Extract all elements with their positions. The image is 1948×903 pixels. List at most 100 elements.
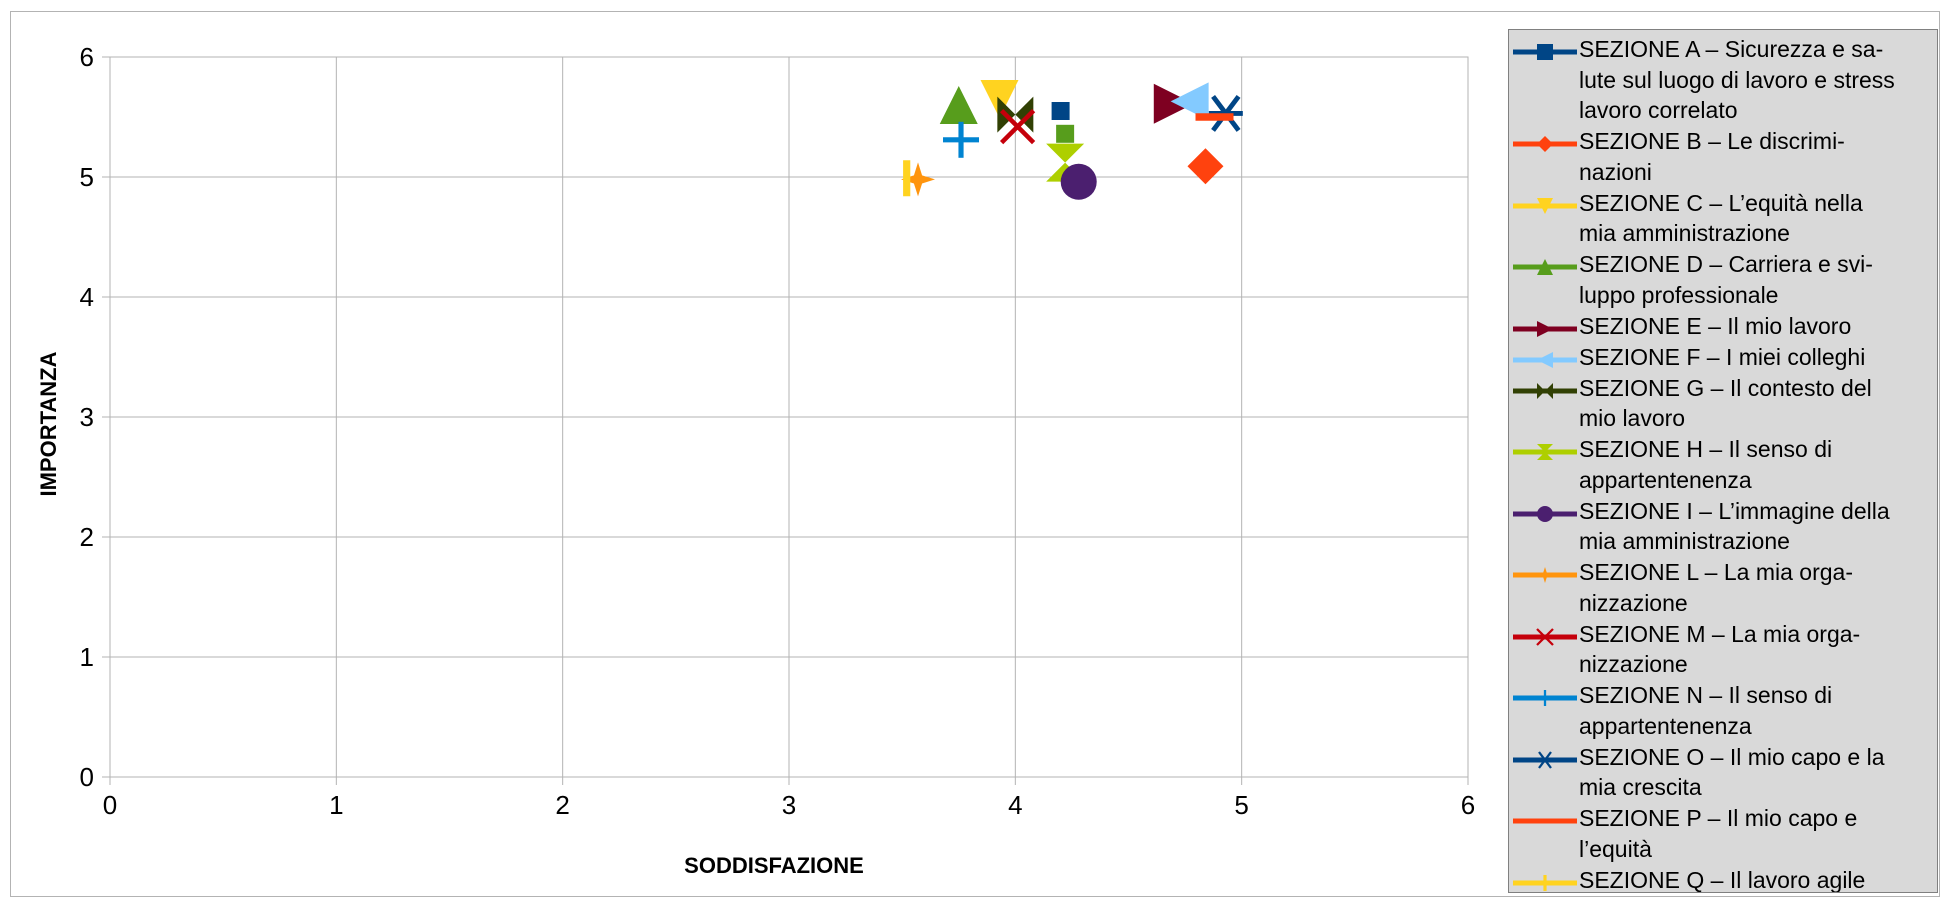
x-axis-title: SODDISFAZIONE xyxy=(684,853,864,878)
legend-key-4 xyxy=(1513,320,1577,337)
x-tick-label: 5 xyxy=(1234,790,1248,820)
legend-marker-2 xyxy=(1537,197,1553,214)
legend-label-0: SEZIONE A – Sicurezza e sa-lute sul luog… xyxy=(1579,34,1935,126)
legend-marker-7 xyxy=(1537,444,1553,460)
legend-label-line: l’equità xyxy=(1579,835,1652,862)
legend-label-line: lute sul luogo di lavoro e stress xyxy=(1579,66,1895,93)
data-point-series-10 xyxy=(999,108,1036,145)
legend-label-1: SEZIONE B – Le discrimi-nazioni xyxy=(1579,126,1935,187)
legend-key-9 xyxy=(1513,567,1577,583)
legend-label-line: appartentenenza xyxy=(1579,712,1752,739)
y-tick-label: 1 xyxy=(80,642,94,672)
legend-label-line: mia amministrazione xyxy=(1579,220,1790,246)
y-tick-label: 3 xyxy=(80,402,94,432)
legend-label-14: SEZIONE Q – Il lavoro agile xyxy=(1579,865,1935,893)
legend-key-8 xyxy=(1513,505,1577,522)
legend-marker-1 xyxy=(1537,136,1553,152)
legend-label-line: SEZIONE B – Le discrimi- xyxy=(1579,128,1845,154)
x-tick-label: 0 xyxy=(103,790,117,820)
y-tick-label: 5 xyxy=(80,162,94,192)
legend-label-line: SEZIONE L – La mia orga- xyxy=(1579,559,1853,585)
legend-key-14 xyxy=(1513,874,1577,891)
legend-marker-4 xyxy=(1537,320,1553,337)
y-tick-label: 2 xyxy=(80,522,94,552)
legend-label-8: SEZIONE I – L’immagine della mia amminist… xyxy=(1579,496,1935,557)
legend-label-line: luppo professionale xyxy=(1579,281,1779,308)
legend-label-line: SEZIONE F – I miei colleghi xyxy=(1579,343,1866,370)
legend-label-12: SEZIONE O – Il mio capo e la mia crescita xyxy=(1579,742,1935,803)
legend-label-2: SEZIONE C – L’equità nella mia amministra… xyxy=(1579,188,1935,249)
x-tick-label: 4 xyxy=(1008,790,1022,820)
legend-label-line: SEZIONE C – L’equità nella xyxy=(1579,189,1863,216)
legend-key-5 xyxy=(1513,351,1577,368)
legend-key-10 xyxy=(1513,627,1577,646)
legend-key-13 xyxy=(1513,818,1577,824)
legend-key-12 xyxy=(1513,750,1577,769)
x-tick-label: 1 xyxy=(329,790,343,820)
legend-label-line: SEZIONE O – Il mio capo e la xyxy=(1579,743,1885,770)
chart-frame xyxy=(10,11,1940,897)
legend-key-11 xyxy=(1513,690,1577,706)
legend-label-line: mia amministrazione xyxy=(1579,528,1790,554)
legend-marker-12 xyxy=(1537,750,1553,769)
legend: SEZIONE A – Sicurezza e sa-lute sul luog… xyxy=(1508,29,1938,893)
legend-key-2 xyxy=(1513,197,1577,214)
legend-marker-0 xyxy=(1537,44,1553,60)
legend-label-line: nizzazione xyxy=(1579,651,1688,677)
data-point-series-5 xyxy=(1170,82,1209,121)
legend-marker-10 xyxy=(1536,627,1554,646)
data-point-series-4 xyxy=(1153,83,1194,124)
legend-label-line: nizzazione xyxy=(1579,589,1688,616)
y-tick-label: 0 xyxy=(80,762,94,792)
tick-labels: 0 1 2 3 4 5 6 0 1 2 3 4 5 6 xyxy=(80,42,1476,820)
legend-marker-5 xyxy=(1537,351,1553,368)
legend-key-6 xyxy=(1513,382,1577,399)
legend-label-5: SEZIONE F – I miei colleghi xyxy=(1579,342,1935,373)
data-point-series-9 xyxy=(901,162,936,197)
legend-label-line: SEZIONE M – La mia orga- xyxy=(1579,620,1861,647)
legend-label-line: SEZIONE H – Il senso di xyxy=(1579,436,1833,462)
legend-key-1 xyxy=(1513,136,1577,152)
grid-lines xyxy=(102,56,1469,785)
legend-label-line: SEZIONE E – Il mio lavoro xyxy=(1579,312,1852,339)
legend-marker-8 xyxy=(1537,505,1553,522)
legend-label-line: mio lavoro xyxy=(1579,405,1686,431)
legend-label-line: SEZIONE Q – Il lavoro agile xyxy=(1579,866,1866,893)
legend-key-3 xyxy=(1513,259,1577,275)
data-point-series-0 xyxy=(1051,102,1070,120)
legend-label-9: SEZIONE L – La mia orga-nizzazione xyxy=(1579,557,1935,618)
x-tick-label: 2 xyxy=(555,790,569,820)
y-tick-label: 6 xyxy=(80,42,94,72)
x-tick-label: 3 xyxy=(782,790,796,820)
legend-label-line: SEZIONE D – Carriera e svi- xyxy=(1579,251,1873,277)
legend-label-line: lavoro correlato xyxy=(1579,97,1738,123)
plot-area xyxy=(109,56,1469,778)
legend-label-4: SEZIONE E – Il mio lavoro xyxy=(1579,311,1935,342)
legend-label-line: SEZIONE P – Il mio capo e xyxy=(1579,805,1858,831)
data-point-series-8 xyxy=(1060,163,1097,200)
legend-label-line: SEZIONE G – Il contesto del xyxy=(1579,374,1872,401)
legend-label-line: appartentenenza xyxy=(1579,466,1752,493)
legend-marker-3 xyxy=(1537,259,1553,275)
legend-label-line: SEZIONE I – L’immagine della xyxy=(1579,497,1890,524)
data-point-series-1 xyxy=(1187,148,1224,185)
legend-marker-11 xyxy=(1537,690,1553,706)
legend-label-6: SEZIONE G – Il contesto del mio lavoro xyxy=(1579,373,1935,434)
legend-label-11: SEZIONE N – Il senso di appartentenenza xyxy=(1579,680,1935,741)
legend-label-10: SEZIONE M – La mia orga-nizzazione xyxy=(1579,619,1935,680)
data-point-series-3 xyxy=(939,86,978,124)
legend-label-line: mia crescita xyxy=(1579,774,1702,800)
y-tick-label: 4 xyxy=(80,282,94,312)
legend-key-7 xyxy=(1513,444,1577,460)
legend-label-3: SEZIONE D – Carriera e svi-luppo profess… xyxy=(1579,249,1935,310)
legend-label-7: SEZIONE H – Il senso di appartentenenza xyxy=(1579,434,1935,495)
data-points xyxy=(901,80,1243,200)
x-tick-label: 6 xyxy=(1461,790,1475,820)
legend-label-13: SEZIONE P – Il mio capo e l’equità xyxy=(1579,803,1935,864)
legend-marker-6 xyxy=(1537,382,1553,399)
legend-label-line: nazioni xyxy=(1579,158,1652,185)
legend-label-line: SEZIONE A – Sicurezza e sa- xyxy=(1579,36,1884,62)
legend-label-line: SEZIONE N – Il senso di xyxy=(1579,682,1833,708)
legend-marker-9 xyxy=(1537,567,1553,583)
